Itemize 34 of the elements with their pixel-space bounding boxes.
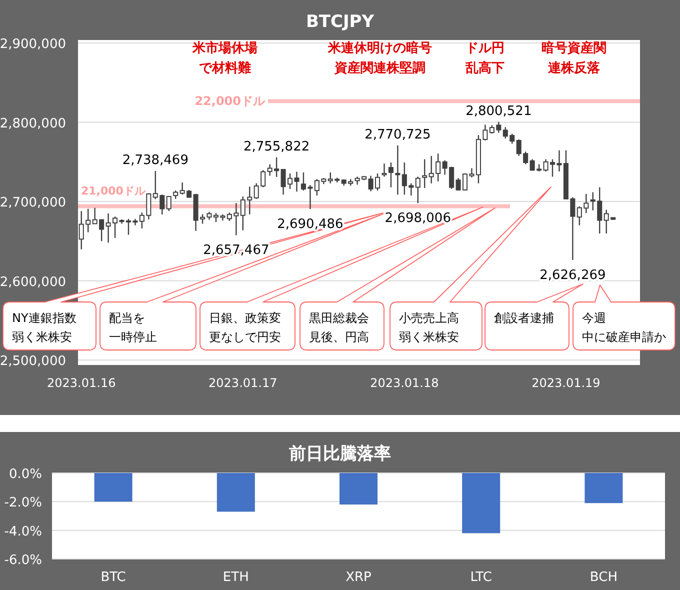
x-tick-label: 2023.01.16 — [47, 376, 116, 390]
x-tick-label: 2023.01.18 — [370, 376, 439, 390]
x-tick-label: XRP — [346, 570, 372, 585]
y-tick-label: 2,600,000 — [0, 274, 66, 290]
x-tick-label: 2023.01.17 — [208, 376, 278, 390]
ref-line-label: 21,000ドル — [81, 184, 146, 198]
annotation: 配当を一時停止 — [109, 311, 157, 344]
y-tick-label: 2,800,000 — [0, 116, 66, 132]
y-tick-label: 2,500,000 — [0, 354, 66, 369]
annotation: 2,755,822 — [243, 139, 310, 154]
annotation: 2,626,269 — [540, 268, 606, 283]
chart-title: BTCJPY — [306, 12, 375, 32]
x-tick-label: 2023.01.19 — [532, 376, 600, 390]
x-tick-label: BTC — [100, 570, 126, 585]
text: NY連銀指数弱く米株安 — [12, 311, 76, 344]
y-tick-label: -2.0% — [4, 496, 42, 511]
y-tick-label: 0.0% — [8, 467, 42, 482]
annotation: 今週中に破産申請か — [582, 311, 666, 344]
x-tick-label: ETH — [222, 570, 249, 585]
annotation: 米市場休場で材料難 — [192, 40, 258, 76]
y-tick-label: -4.0% — [4, 524, 42, 540]
annotation: ドル円乱高下 — [464, 41, 504, 76]
annotation: 2,770,725 — [364, 127, 431, 142]
ref-line-label: 22,000ドル — [194, 94, 266, 108]
y-tick-label: -6.0% — [4, 553, 42, 568]
x-tick-label: LTC — [470, 570, 492, 585]
annotation: 2,800,521 — [466, 104, 532, 119]
y-tick-label: 2,700,000 — [0, 196, 66, 210]
annotation: 米連休明けの暗号資産関連株堅調 — [327, 40, 432, 76]
x-tick-label: BCH — [590, 570, 618, 585]
chart-title: 前日比騰落率 — [288, 444, 391, 464]
annotation: 暗号資産関連株反落 — [542, 40, 606, 76]
y-tick-label: 2,900,000 — [0, 37, 66, 52]
annotation: 2,738,469 — [122, 153, 188, 168]
